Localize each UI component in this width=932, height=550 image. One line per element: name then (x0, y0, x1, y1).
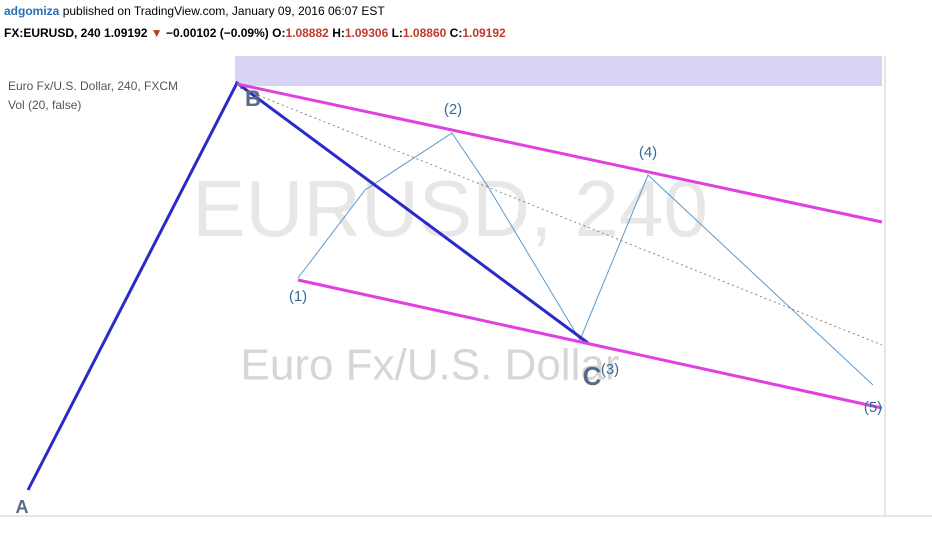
published: published on TradingView.com, January 09… (62, 4, 385, 18)
l: 1.08860 (402, 26, 447, 40)
wave-label: (4) (639, 144, 657, 161)
wave-label: (5) (864, 399, 882, 416)
wave-label: (1) (289, 288, 307, 305)
o-label: O: (272, 26, 286, 40)
plot-bg (0, 56, 885, 516)
wave-label: C (583, 361, 602, 391)
abc-line (26, 80, 589, 491)
watermark: Euro Fx/U.S. Dollar (241, 341, 620, 390)
wave-label: B (245, 86, 261, 111)
channel-bottom (297, 278, 883, 410)
legend: Euro Fx/U.S. Dollar, 240, FXCM (8, 79, 178, 93)
wave-labels: (1) (2) (3) (4) (5) A B C (16, 86, 883, 517)
wave-label: (3) (601, 361, 619, 378)
user[interactable]: adgomiza (4, 4, 60, 18)
l-label: L: (391, 26, 403, 40)
channel-top (236, 82, 883, 224)
last: 1.09192 (104, 26, 148, 40)
change: −0.00102 (−0.09%) (166, 26, 269, 40)
fib-top-zone (235, 56, 882, 86)
c: 1.09192 (462, 26, 506, 40)
legend: Vol (20, false) (8, 98, 81, 112)
h-label: H: (332, 26, 345, 40)
arrow: ▼ (150, 26, 163, 40)
wave-label: A (16, 497, 29, 517)
header: adgomiza published on TradingView.com, J… (0, 0, 932, 54)
symbol: FX:EURUSD, 240 (4, 26, 101, 40)
wave-line (297, 132, 874, 386)
header-line-2: FX:EURUSD, 240 1.09192 ▼ −0.00102 (−0.09… (4, 22, 932, 44)
trend-dotted (239, 87, 883, 346)
wave-label: (2) (444, 101, 462, 118)
chart: EURUSD, 240 Euro Fx/U.S. Dollar (1) (2) … (0, 56, 932, 517)
header-line-1: adgomiza published on TradingView.com, J… (4, 0, 932, 22)
o: 1.08882 (285, 26, 329, 40)
h: 1.09306 (344, 26, 389, 40)
c-label: C: (449, 26, 463, 40)
